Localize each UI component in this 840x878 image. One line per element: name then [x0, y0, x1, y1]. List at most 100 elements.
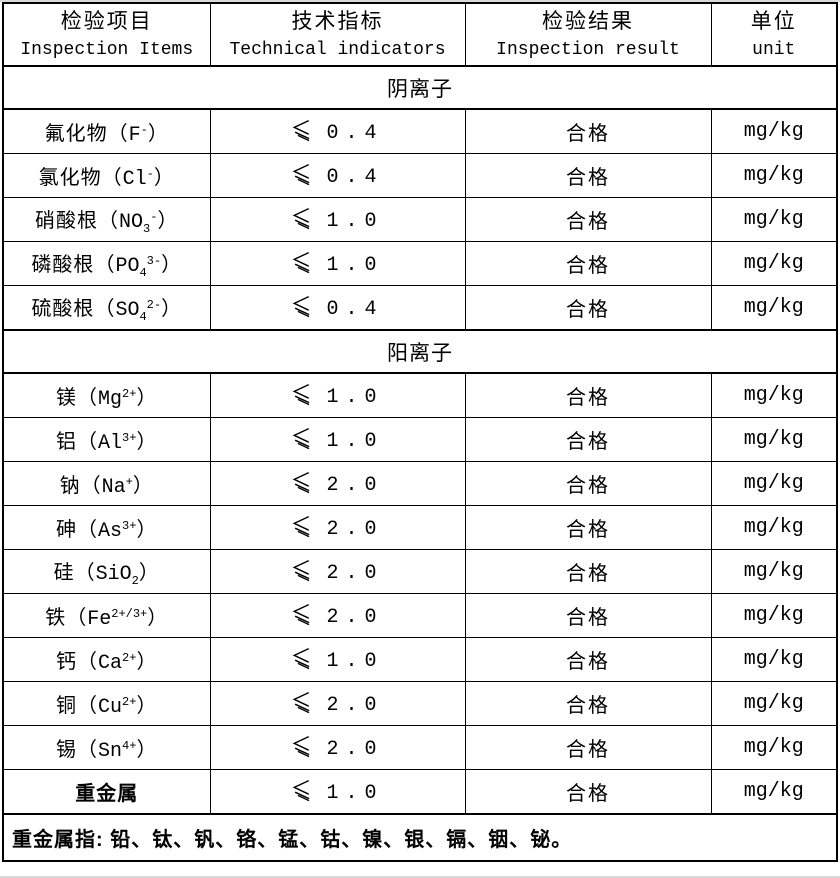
paren-close: ）	[136, 386, 158, 409]
indicator-cell: 2.0	[209, 461, 466, 506]
item-name: 氯化物	[38, 166, 102, 189]
formula-superscript: 2+	[122, 650, 137, 665]
less-equal-icon	[293, 691, 310, 713]
item-name: 砷	[56, 518, 78, 541]
unit-cell: mg/kg	[710, 372, 838, 418]
item-cell: 镁（Mg2+）	[2, 372, 211, 418]
item-name: 铜	[56, 694, 78, 717]
paren-close: ）	[138, 561, 160, 584]
result-cell: 合格	[464, 725, 712, 770]
formula-base: As	[98, 519, 123, 543]
unit-cell: mg/kg	[710, 153, 838, 198]
formula-base: Fe	[87, 607, 112, 631]
paren-close: ）	[147, 606, 169, 629]
paren-open: （	[77, 430, 99, 453]
item-name: 重金属	[75, 783, 139, 805]
less-equal-icon	[293, 735, 310, 757]
indicator-value: 2.0	[326, 693, 384, 717]
result-cell: 合格	[464, 549, 712, 594]
item-cell: 铝（Al3+）	[2, 417, 211, 462]
formula-base: SiO	[95, 562, 132, 586]
col-header-items-en: Inspection Items	[20, 40, 194, 60]
item-cell: 钠（Na+）	[2, 461, 211, 506]
less-equal-icon	[293, 119, 310, 141]
item-cell: 砷（As3+）	[2, 505, 211, 550]
col-header-unit: 单位 unit	[710, 2, 838, 67]
col-header-result: 检验结果 Inspection result	[464, 2, 712, 67]
indicator-cell: 1.0	[209, 241, 466, 286]
indicator-value: 2.0	[326, 473, 384, 497]
less-equal-icon	[293, 471, 310, 493]
indicator-value: 0.4	[326, 165, 384, 189]
table-row: 钠（Na+） 2.0 合格 mg/kg	[2, 461, 838, 506]
indicator-value: 1.0	[326, 253, 384, 277]
less-equal-icon	[293, 163, 310, 185]
paren-open: （	[107, 122, 129, 145]
result-cell: 合格	[464, 637, 712, 682]
indicator-cell: 2.0	[209, 681, 466, 726]
result-cell: 合格	[464, 461, 712, 506]
formula-base: Mg	[98, 387, 123, 411]
unit-cell: mg/kg	[710, 285, 838, 331]
item-cell: 锡（Sn4+）	[2, 725, 211, 770]
table-footnote: 重金属指: 铅、钛、钒、铬、锰、钴、镍、银、镉、铟、铋。	[2, 813, 838, 862]
paren-close: ）	[136, 694, 158, 717]
item-name: 硫酸根	[31, 297, 95, 320]
indicator-value: 1.0	[326, 429, 384, 453]
indicator-cell: 1.0	[209, 769, 466, 815]
paren-open: （	[77, 694, 99, 717]
table-row: 铜（Cu2+） 2.0 合格 mg/kg	[2, 681, 838, 726]
col-header-items: 检验项目 Inspection Items	[2, 2, 211, 67]
result-cell: 合格	[464, 505, 712, 550]
indicator-cell: 1.0	[209, 197, 466, 242]
unit-cell: mg/kg	[710, 725, 838, 770]
paren-close: ）	[147, 122, 169, 145]
indicator-cell: 1.0	[209, 417, 466, 462]
paren-open: （	[98, 209, 120, 232]
less-equal-icon	[293, 647, 310, 669]
table-row: 砷（As3+） 2.0 合格 mg/kg	[2, 505, 838, 550]
paren-close: ）	[161, 253, 183, 276]
unit-cell: mg/kg	[710, 108, 838, 154]
section-title: 阴离子	[2, 65, 838, 110]
paren-close: ）	[157, 209, 179, 232]
indicator-cell: 0.4	[209, 108, 466, 154]
paren-open: （	[77, 518, 99, 541]
indicator-value: 1.0	[326, 781, 384, 805]
result-cell: 合格	[464, 197, 712, 242]
col-header-indicators-cn: 技术指标	[291, 10, 384, 33]
item-cell: 硝酸根（NO3-）	[2, 197, 211, 242]
paren-open: （	[77, 386, 99, 409]
paren-close: ）	[132, 474, 154, 497]
formula-superscript: 2+/3+	[111, 606, 148, 621]
table-row: 硅（SiO2） 2.0 合格 mg/kg	[2, 549, 838, 594]
item-cell: 磷酸根（PO43-）	[2, 241, 211, 286]
formula-superscript: 2+	[122, 694, 137, 709]
paren-close: ）	[161, 297, 183, 320]
item-cell: 硫酸根（SO42-）	[2, 285, 211, 331]
indicator-cell: 0.4	[209, 285, 466, 331]
col-header-indicators: 技术指标 Technical indicators	[209, 2, 466, 67]
indicator-cell: 2.0	[209, 549, 466, 594]
indicator-value: 1.0	[326, 649, 384, 673]
item-name: 铝	[56, 430, 78, 453]
section-row: 阴离子	[2, 65, 838, 110]
less-equal-icon	[293, 515, 310, 537]
item-cell: 铜（Cu2+）	[2, 681, 211, 726]
indicator-value: 1.0	[326, 209, 384, 233]
result-cell: 合格	[464, 417, 712, 462]
less-equal-icon	[293, 603, 310, 625]
item-cell: 氟化物（F-）	[2, 108, 211, 154]
paren-open: （	[101, 166, 123, 189]
indicator-cell: 2.0	[209, 725, 466, 770]
item-cell: 重金属	[2, 769, 211, 815]
result-cell: 合格	[464, 108, 712, 154]
table-row: 钙（Ca2+） 1.0 合格 mg/kg	[2, 637, 838, 682]
indicator-value: 0.4	[326, 121, 384, 145]
paren-open: （	[80, 474, 102, 497]
formula-base: PO	[115, 254, 140, 278]
formula-base: Al	[98, 431, 123, 455]
unit-cell: mg/kg	[710, 637, 838, 682]
table-row: 铝（Al3+） 1.0 合格 mg/kg	[2, 417, 838, 462]
unit-cell: mg/kg	[710, 505, 838, 550]
